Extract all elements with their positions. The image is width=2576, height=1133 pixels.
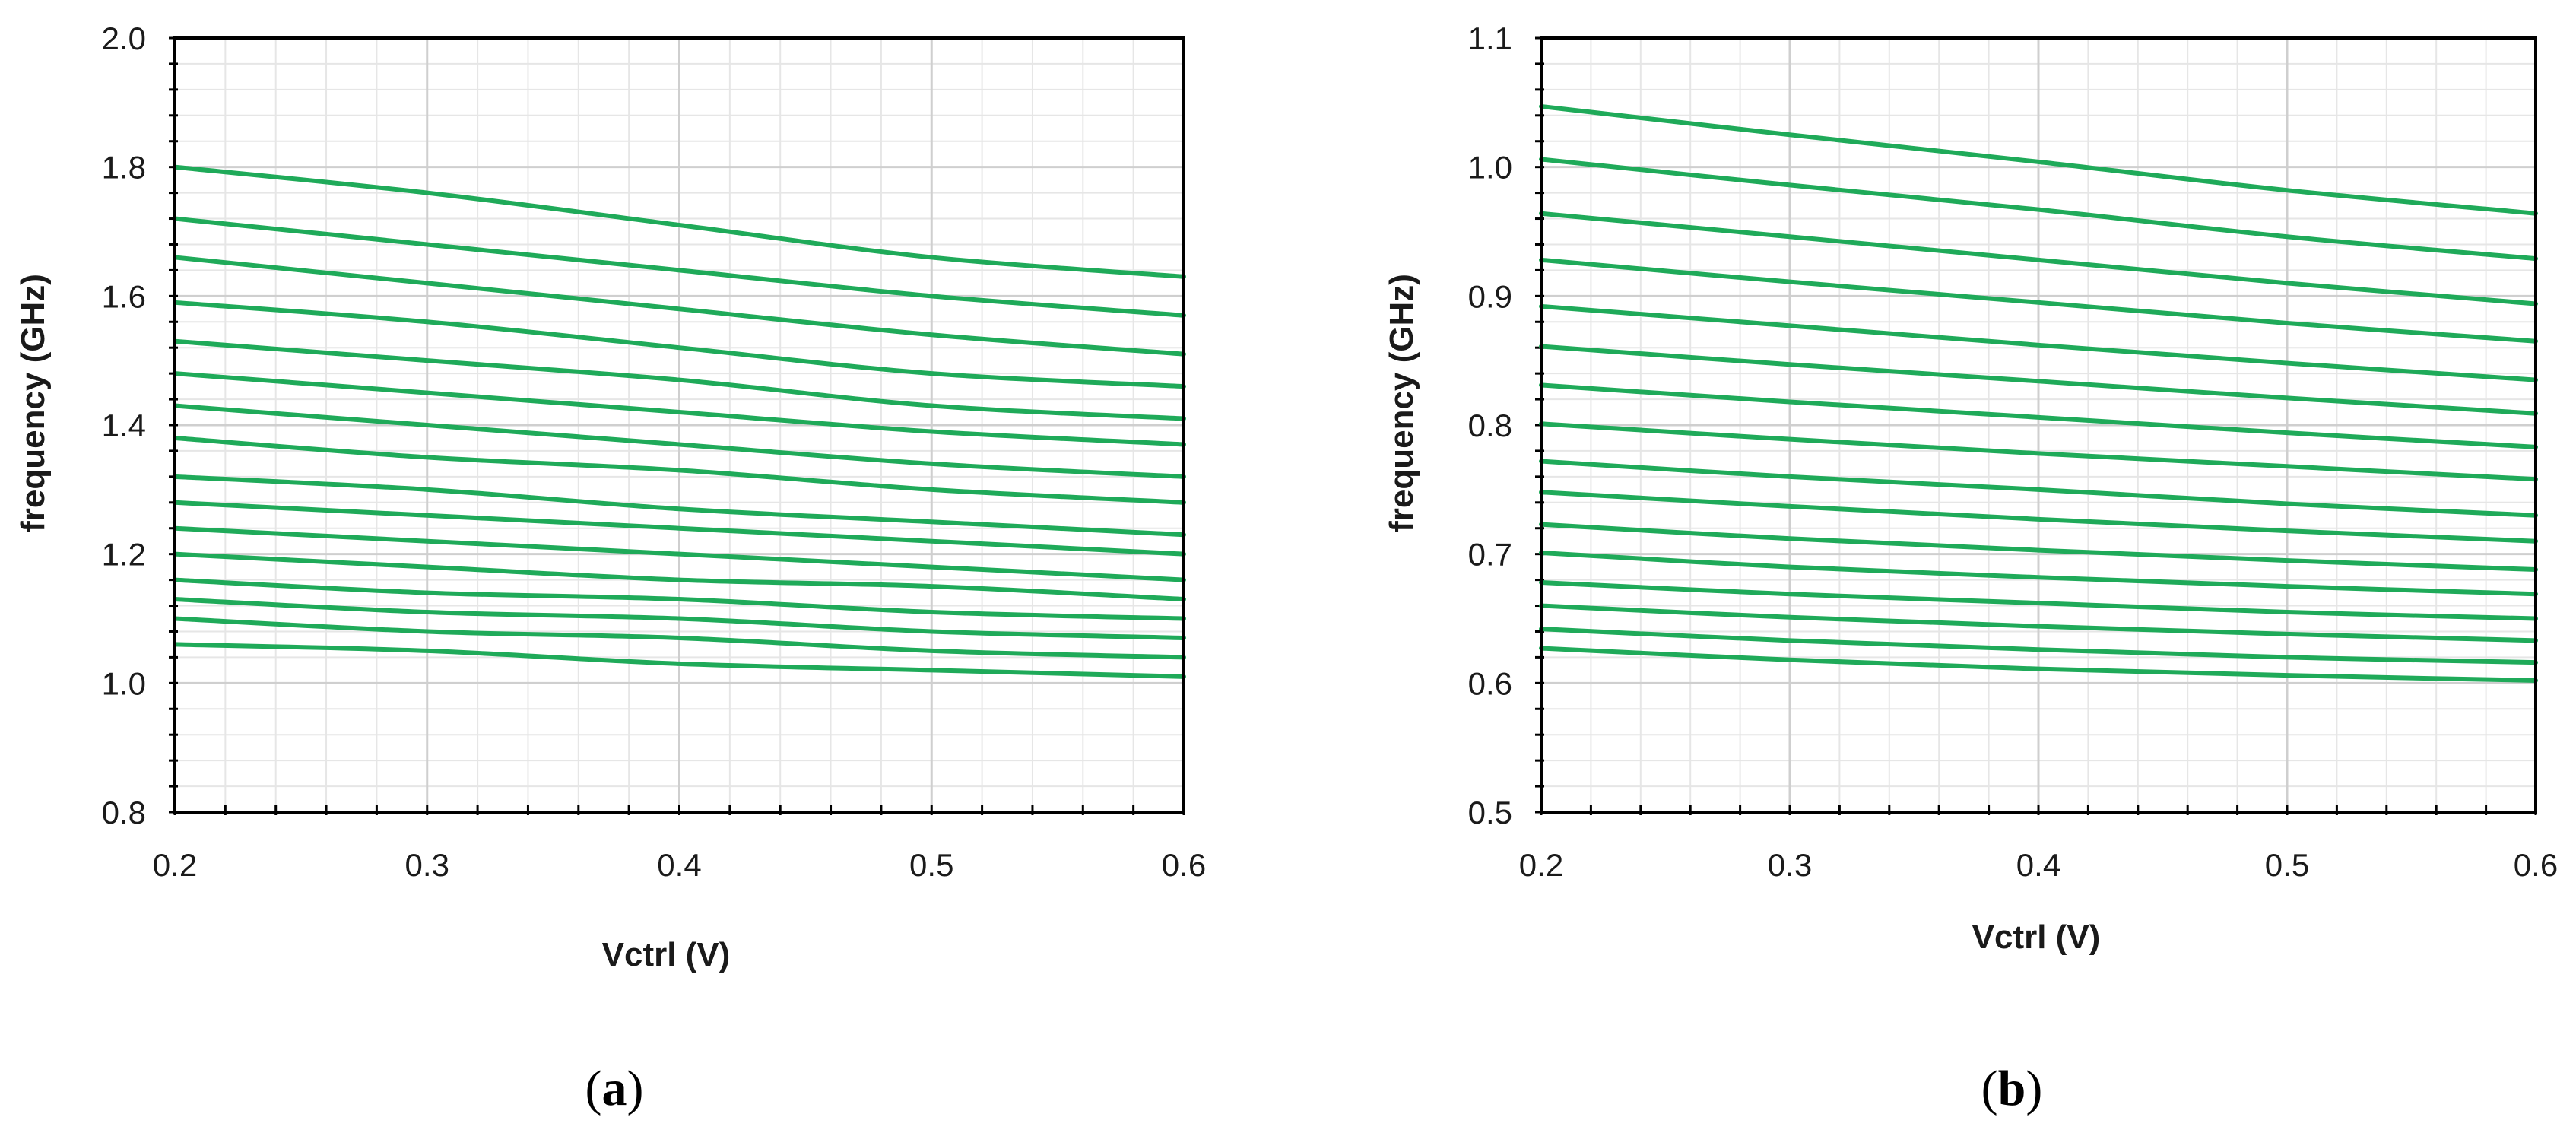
series-line-b-5 xyxy=(1539,303,2538,382)
y-tick-label-b: 0.9 xyxy=(1468,278,1512,314)
y-tick-label-a: 1.0 xyxy=(102,665,146,701)
y-tick-label-b: 0.8 xyxy=(1468,408,1512,443)
series-line-b-15 xyxy=(1539,627,2538,665)
y-tick-label-b: 0.7 xyxy=(1468,537,1512,573)
x-tick-label-b: 0.4 xyxy=(2016,847,2060,883)
series-line-b-10 xyxy=(1539,490,2538,544)
y-tick-label-a: 1.6 xyxy=(102,278,146,314)
x-tick-label-b: 0.5 xyxy=(2265,847,2309,883)
x-tick-label-b: 0.2 xyxy=(1519,847,1563,883)
series-line-b-11 xyxy=(1539,522,2538,573)
x-axis-title-b: Vctrl (V) xyxy=(1972,919,2101,956)
series-line-b-2 xyxy=(1539,157,2538,262)
grid-b xyxy=(1541,38,2536,812)
panel-letter-b: b xyxy=(1998,1061,2026,1116)
y-tick-label-b: 0.6 xyxy=(1468,665,1512,701)
series-line-b-14 xyxy=(1539,603,2538,643)
y-tick-label-a: 0.8 xyxy=(102,795,146,830)
panel-label-a: (a) xyxy=(585,1061,644,1116)
y-tick-label-a: 1.4 xyxy=(102,408,146,443)
x-tick-label-b: 0.6 xyxy=(2514,847,2558,883)
y-tick-label-a: 1.8 xyxy=(102,150,146,186)
series-line-a-8 xyxy=(173,435,1186,505)
series-line-a-10 xyxy=(173,500,1186,557)
x-tick-label-a: 0.2 xyxy=(153,847,197,883)
series-lines-b xyxy=(1539,103,2538,683)
x-tick-label-a: 0.4 xyxy=(657,847,701,883)
y-tick-label-b: 1.0 xyxy=(1468,150,1512,186)
y-tick-label-a: 1.2 xyxy=(102,537,146,573)
series-line-a-13 xyxy=(173,577,1186,621)
series-line-a-4 xyxy=(173,300,1186,389)
series-line-a-3 xyxy=(173,255,1186,357)
series-line-b-16 xyxy=(1539,646,2538,683)
series-line-a-11 xyxy=(173,525,1186,582)
y-tick-label-b: 1.1 xyxy=(1468,21,1512,56)
series-line-b-4 xyxy=(1539,257,2538,344)
series-line-b-12 xyxy=(1539,550,2538,597)
series-line-a-6 xyxy=(173,371,1186,447)
y-tick-label-b: 0.5 xyxy=(1468,795,1512,830)
panel-label-b: (b) xyxy=(1981,1061,2043,1116)
y-tick-labels-b: 0.5 0.6 0.7 0.8 0.9 1.0 1.1 xyxy=(1468,21,1512,830)
series-line-a-14 xyxy=(173,597,1186,640)
chart-b: 0.5 0.6 0.7 0.8 0.9 1.0 1.1 0.2 0.3 0.4 0.5 0.6 Vc… xyxy=(1383,21,2558,1116)
series-line-a-2 xyxy=(173,216,1186,318)
series-line-a-9 xyxy=(173,474,1186,538)
grid-a xyxy=(175,38,1184,812)
panel-letter-a: a xyxy=(602,1061,627,1116)
x-tick-label-a: 0.6 xyxy=(1162,847,1206,883)
series-line-a-7 xyxy=(173,403,1186,479)
x-axis-title-a: Vctrl (V) xyxy=(602,936,731,973)
x-tick-labels-a: 0.2 0.3 0.4 0.5 0.6 xyxy=(153,847,1206,883)
series-lines-a xyxy=(173,164,1186,679)
x-tick-labels-b: 0.2 0.3 0.4 0.5 0.6 xyxy=(1519,847,2558,883)
plot-frame-a xyxy=(173,36,1185,814)
x-tick-label-a: 0.5 xyxy=(909,847,953,883)
y-tick-label-a: 2.0 xyxy=(102,21,146,56)
series-line-a-5 xyxy=(173,338,1186,421)
series-line-b-8 xyxy=(1539,421,2538,482)
y-axis-title-b: frequency (GHz) xyxy=(1383,274,1420,532)
y-axis-title-a: frequency (GHz) xyxy=(14,274,52,532)
x-tick-label-a: 0.3 xyxy=(405,847,449,883)
series-line-a-1 xyxy=(173,164,1186,279)
chart-a: 0.8 1.0 1.2 1.4 1.6 1.8 2.0 0.2 0.3 0.4 0.5 0.6 Vc… xyxy=(14,21,1206,1116)
plot-frame-b xyxy=(1540,36,2537,814)
series-line-b-7 xyxy=(1539,382,2538,449)
series-line-b-3 xyxy=(1539,211,2538,306)
series-line-b-9 xyxy=(1539,459,2538,518)
series-line-a-16 xyxy=(173,642,1186,679)
series-line-a-12 xyxy=(173,551,1186,602)
x-tick-label-b: 0.3 xyxy=(1768,847,1812,883)
series-line-b-6 xyxy=(1539,344,2538,416)
series-line-a-15 xyxy=(173,616,1186,660)
y-tick-labels-a: 0.8 1.0 1.2 1.4 1.6 1.8 2.0 xyxy=(102,21,146,830)
series-line-b-1 xyxy=(1539,103,2538,216)
series-line-b-13 xyxy=(1539,579,2538,621)
